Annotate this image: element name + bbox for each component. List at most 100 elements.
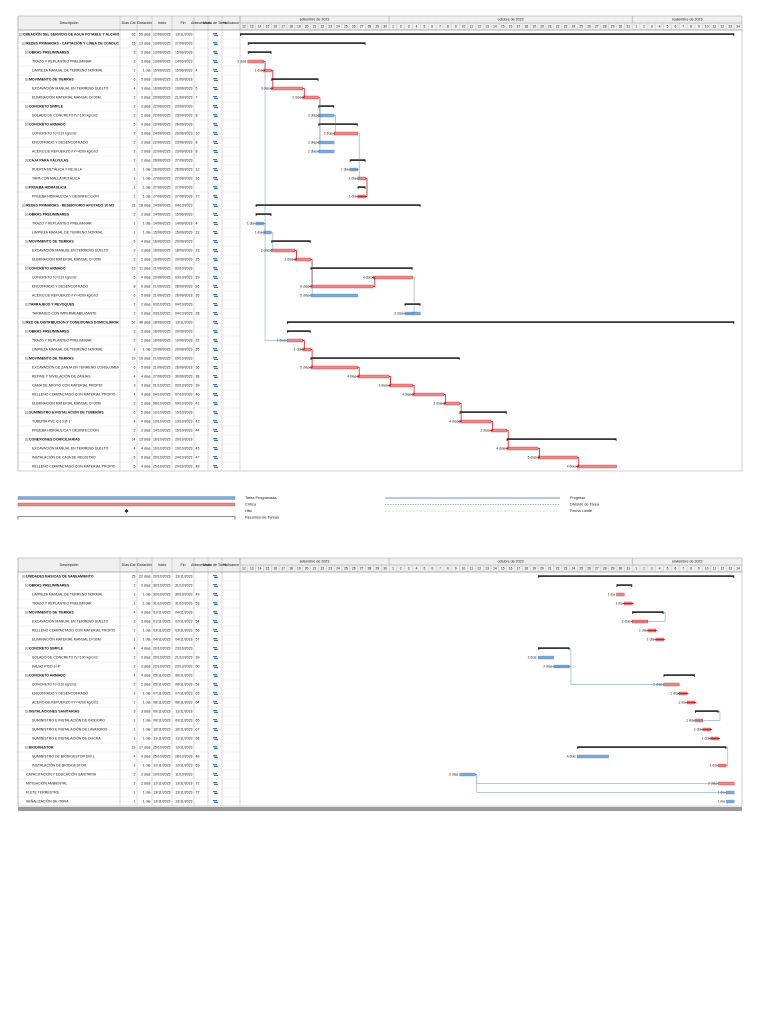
dependency-arrow: [709, 737, 711, 740]
task-mode-icon: [213, 764, 217, 766]
duration: 1 día: [143, 637, 151, 641]
finish-date: 20/09/2023: [175, 239, 193, 243]
critical-bar: [412, 392, 445, 397]
finish-date: 19/09/2023: [175, 86, 193, 90]
task-mode-icon: [214, 666, 218, 668]
legend-label: Fecha Límite: [570, 509, 592, 513]
day-label: 22: [321, 24, 325, 28]
day-label: 18: [525, 24, 529, 28]
dependency-arrow: [317, 114, 319, 117]
task-mode-icon: [214, 792, 218, 794]
task-mode-icon: [214, 349, 218, 351]
summary-bar: [247, 51, 272, 53]
finish-date: 07/10/2023: [175, 392, 193, 396]
day-label: 2: [643, 24, 645, 28]
finish-date: 15/10/2023: [175, 410, 193, 414]
summary-bar: [459, 411, 507, 413]
duration: 2 días: [141, 772, 151, 776]
task-mode-icon: [213, 411, 217, 413]
calendar-days: 1: [134, 790, 136, 794]
day-label: 12: [477, 566, 481, 570]
task-name: EXCAVACIÓN MANUAL EN TERRENO SUELTO: [32, 85, 109, 90]
bar-duration-label: 1 día: [349, 176, 356, 180]
task-name: PRUEBA HIDRÁULICA: [29, 184, 67, 189]
bar-duration-label: 2 días: [394, 311, 403, 315]
finish-date: 26/09/2023: [175, 293, 193, 297]
predecessors: 28: [196, 311, 200, 315]
task-name: LIMPIEZA MANUAL DE TERRENO NORMAL: [32, 68, 103, 72]
task-name: INSTALACIONES SANITARIAS: [29, 709, 80, 713]
dependency-arrow: [356, 195, 358, 198]
critical-bar: [373, 275, 413, 280]
calendar-days: 2: [134, 158, 136, 162]
predecessors: 7: [196, 95, 198, 99]
dependency-link: [443, 394, 446, 404]
day-label: 11: [470, 566, 474, 570]
start-date: 12/11/2023: [153, 763, 170, 767]
task-mode-icon: [214, 97, 218, 99]
start-date: 20/10/2023: [153, 646, 171, 650]
dependency-arrow: [411, 393, 413, 396]
task-name: OBRAS PRELIMINARES: [29, 329, 70, 333]
start-date: 18/09/2023: [153, 320, 171, 324]
bar-duration-label: 4 días: [402, 392, 411, 396]
task-mode-icon: [214, 612, 218, 614]
finish-date: 03/10/2023: [175, 275, 193, 279]
day-label: 29: [611, 24, 615, 28]
task-mode-icon: [213, 800, 217, 802]
day-label: 23: [328, 24, 332, 28]
duration: 2 días: [141, 95, 151, 99]
finish-date: 04/10/2023: [175, 203, 193, 207]
task-name: CAMA DE APOYO CON MATERIAL PROPIO: [32, 383, 103, 387]
dependency-arrow: [309, 366, 311, 369]
finish-date: 15/09/2023: [175, 230, 193, 234]
day-label: 15: [266, 24, 270, 28]
day-label: 27: [595, 566, 599, 570]
task-mode-icon: [214, 693, 218, 695]
month-label: octubre de 2023: [498, 17, 524, 21]
duration: 5 días: [141, 293, 151, 297]
task-mode-icon: [213, 465, 217, 467]
predecessors: 72: [196, 781, 200, 785]
task-mode-icon: [214, 34, 218, 36]
day-label: 30: [619, 566, 623, 570]
calendar-days: 5: [134, 275, 136, 279]
finish-date: 09/10/2023: [175, 356, 193, 360]
task-bar: [318, 140, 335, 145]
start-date: 09/11/2023: [153, 718, 170, 722]
day-label: 8: [690, 566, 692, 570]
calendar-days: 3: [134, 329, 136, 333]
task-name: REDES PRIMARIAS - RESERVORIO APOYADO 10 …: [26, 203, 114, 207]
duration: 3 días: [141, 709, 151, 713]
summary-bar: [287, 330, 311, 332]
day-label: 27: [360, 24, 364, 28]
calendar-days: 2: [134, 583, 136, 587]
calendar-days: 1: [134, 176, 136, 180]
task-mode-icon: [213, 231, 217, 233]
day-label: 29: [611, 566, 615, 570]
task-name: TUBERÍA PVC C-10 Ø 1": [32, 419, 72, 423]
task-mode-icon: [213, 638, 217, 640]
bar-duration-label: 2 días: [308, 140, 317, 144]
finish-date: 12/11/2023: [175, 763, 192, 767]
start-date: 05/11/2023: [153, 673, 170, 677]
task-mode-icon: [214, 747, 218, 749]
day-label: 1: [635, 566, 637, 570]
day-label: 24: [572, 24, 576, 28]
bar-duration-label: 1 día: [608, 592, 615, 596]
task-mode-icon: [214, 439, 218, 441]
day-label: 24: [336, 24, 340, 28]
calendar-days: 2: [134, 149, 136, 153]
start-date: 21/09/2023: [153, 356, 171, 360]
dependency-arrow: [317, 141, 319, 144]
finish-date: 23/09/2023: [175, 140, 193, 144]
summary-bar: [255, 213, 272, 215]
start-date: 04/11/2023: [153, 637, 170, 641]
task-name: ELIMINACIÓN MATERIAL MANUAL D=30M: [32, 400, 101, 405]
start-date: 01/10/2023: [153, 383, 171, 387]
start-date: 27/09/2023: [153, 374, 171, 378]
task-mode-icon: [214, 711, 218, 713]
dependency-arrow: [685, 701, 688, 704]
finish-date: 10/11/2023: [175, 727, 192, 731]
